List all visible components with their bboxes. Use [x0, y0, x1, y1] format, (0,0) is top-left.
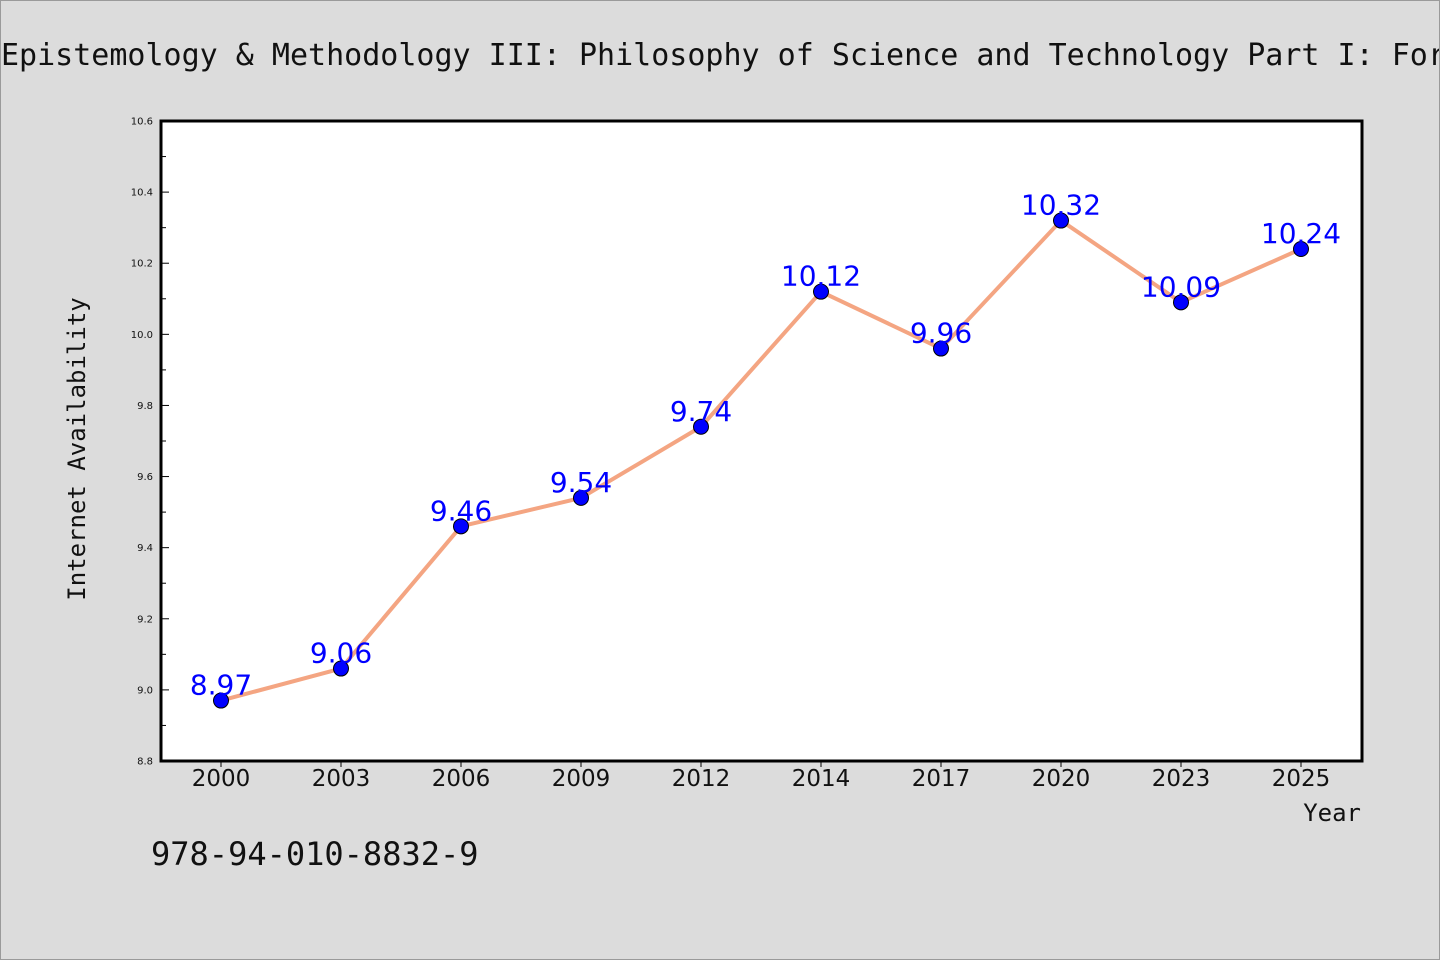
y-tick-label: 9.2: [137, 614, 153, 625]
data-label: 9.54: [550, 466, 612, 499]
x-tick-label: 2014: [792, 766, 851, 792]
data-label: 10.09: [1141, 270, 1221, 303]
data-label: 9.46: [430, 494, 492, 527]
plot-area: [159, 119, 1364, 763]
x-tick-label: 2020: [1032, 766, 1091, 792]
x-axis-label: Year: [1303, 799, 1361, 827]
data-point: [1293, 241, 1309, 257]
data-label: 10.32: [1021, 189, 1101, 222]
data-label: 8.97: [190, 669, 252, 702]
x-tick-label: 2017: [912, 766, 971, 792]
isbn-text: 978-94-010-8832-9: [151, 835, 479, 873]
data-label: 10.24: [1261, 217, 1341, 250]
data-point: [1053, 212, 1069, 229]
data-point: [333, 660, 349, 677]
y-tick-label: 10.4: [131, 188, 153, 199]
series-layer: 8.97 9.06 9.46 9.54 9.74 10.12 9.96 10.32 10.09 1…: [190, 189, 1341, 709]
data-label: 10.12: [781, 260, 861, 293]
y-axis: 8.8 9.0 9.2 9.4 9.6 9.8 10.0 10.2 10.4 10.6: [131, 117, 169, 768]
y-tick-label: 9.6: [137, 472, 153, 483]
x-tick-label: 2006: [432, 766, 491, 792]
y-tick-label: 9.0: [137, 685, 153, 696]
data-point: [573, 489, 589, 506]
y-tick-label: 9.4: [137, 543, 153, 554]
y-tick-label: 10.2: [131, 259, 153, 270]
data-point: [933, 340, 949, 357]
data-label: 9.06: [310, 637, 372, 670]
chart-title: Epistemology & Methodology III: Philosop…: [1, 38, 1440, 73]
y-tick-label: 8.8: [137, 757, 153, 768]
x-tick-label: 2012: [672, 766, 731, 792]
data-point: [213, 692, 229, 709]
x-tick-label: 2025: [1272, 766, 1331, 792]
data-point: [693, 418, 709, 435]
series-line: [220, 218, 1302, 703]
x-tick-label: 2023: [1152, 766, 1211, 792]
data-point: [813, 283, 829, 300]
data-point: [453, 518, 469, 535]
x-axis: 2000 2003 2006 2009 2012 2014 2017 2020 2023 2025: [192, 761, 1331, 792]
data-label: 9.74: [670, 395, 732, 428]
data-point: [1173, 294, 1189, 311]
x-tick-label: 2000: [192, 766, 251, 792]
x-tick-label: 2009: [552, 766, 611, 792]
y-tick-label: 9.8: [137, 401, 153, 412]
y-tick-label: 10.6: [131, 117, 153, 128]
y-tick-label: 10.0: [131, 330, 153, 341]
x-tick-label: 2003: [312, 766, 371, 792]
data-label: 9.96: [910, 317, 972, 350]
y-axis-label: Internet Availability: [63, 297, 91, 600]
